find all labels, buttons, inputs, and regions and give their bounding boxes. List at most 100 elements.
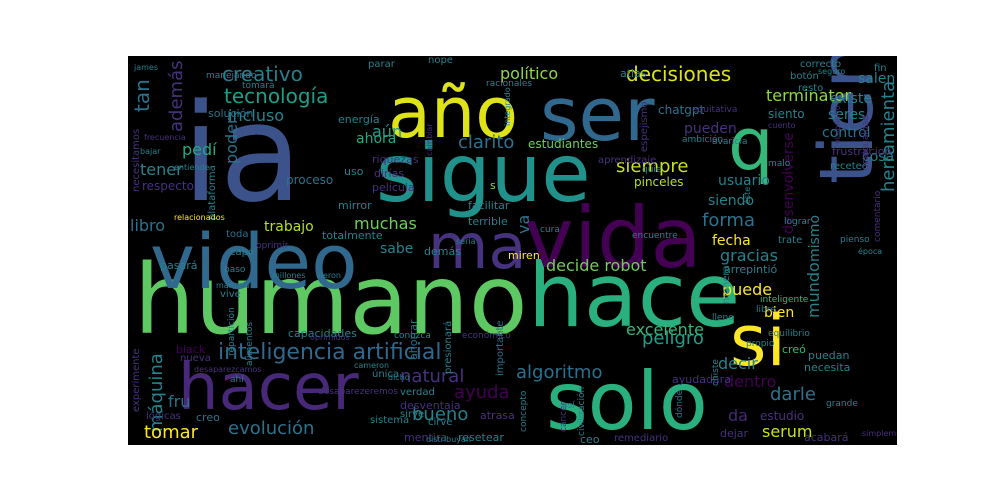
word: libre: [756, 305, 776, 315]
word: repartición: [227, 307, 237, 356]
word: totalmente: [322, 229, 383, 242]
word: q: [728, 102, 774, 186]
word: conozca: [394, 331, 431, 341]
word: paso: [224, 265, 246, 275]
word: chiste: [711, 359, 721, 386]
word: lleno: [712, 313, 734, 323]
word: equilibrio: [768, 329, 810, 339]
word: sabe: [380, 241, 414, 257]
word: dónde: [675, 389, 685, 418]
word: ayudadara: [672, 373, 731, 386]
word: entiende: [174, 163, 210, 172]
word: nope: [428, 56, 453, 66]
word: éste: [743, 186, 752, 204]
word: bueno: [412, 404, 469, 425]
word: tener: [140, 160, 183, 179]
word: atrasa: [480, 409, 515, 422]
word: usuario: [718, 173, 770, 189]
word: decisiones: [626, 62, 732, 86]
word: pasará: [160, 259, 198, 272]
word: miren: [508, 249, 540, 262]
word: decir: [718, 354, 758, 373]
word: presionará: [443, 320, 454, 374]
word: terminator: [766, 86, 852, 105]
word: parar: [368, 59, 395, 70]
word: tomar: [144, 422, 199, 443]
word: demás: [424, 245, 461, 258]
word: forma: [702, 210, 755, 231]
word: pinceles: [634, 175, 684, 189]
word: sigue: [376, 127, 591, 220]
word: plataforma: [207, 165, 218, 220]
word: tomará: [242, 81, 275, 91]
word: comentario: [873, 190, 883, 242]
word: importante: [495, 320, 506, 376]
word: sistema: [370, 415, 410, 426]
word: clarito: [458, 132, 515, 153]
word: vida: [524, 189, 702, 287]
word: vieron: [316, 271, 341, 280]
word: uso: [344, 165, 364, 178]
word: muchas: [354, 214, 417, 233]
word: hace: [528, 244, 741, 347]
word: incluso: [228, 106, 285, 125]
word: puedan: [808, 349, 850, 362]
word: natural: [400, 366, 465, 387]
word: algoritmo: [516, 362, 603, 383]
word: oprimir: [256, 241, 289, 251]
word: manera: [721, 265, 732, 304]
word: seguro: [818, 67, 846, 76]
word: relacionados: [174, 213, 225, 222]
word: creativo: [222, 62, 303, 86]
word: gracias: [720, 246, 778, 265]
word: darle: [770, 384, 816, 405]
word: solo: [546, 355, 708, 445]
word: verdad: [400, 387, 435, 398]
word: simplemente: [862, 429, 897, 438]
word: concepto: [519, 390, 529, 432]
word: energía: [338, 113, 380, 126]
word: visionario: [833, 105, 842, 144]
word: humano: [134, 244, 528, 356]
word: cura: [540, 225, 560, 235]
word: ia: [182, 75, 303, 232]
word: marcará: [216, 281, 250, 290]
word: espejismo: [639, 101, 650, 153]
word: experimente: [131, 348, 142, 412]
word: trabajo: [264, 219, 314, 235]
word: mentira: [404, 431, 448, 444]
word: serum: [762, 422, 813, 441]
word: desaparezcamos: [194, 365, 262, 374]
word: necesita: [804, 361, 851, 374]
word: herramienta: [878, 80, 897, 192]
word: lógicas: [146, 411, 181, 422]
word: proceso: [286, 173, 334, 187]
word: desventaja: [400, 399, 461, 412]
word: alimentos: [245, 321, 255, 366]
word: cambiar: [425, 123, 434, 156]
word: siendo: [708, 193, 755, 209]
word: atlas: [620, 67, 647, 80]
word: seres: [828, 107, 866, 123]
word-cloud-canvas: ia humano sigue hace video solo vida tie…: [128, 56, 897, 445]
word: integrado: [503, 87, 512, 126]
word: oprimidos: [310, 333, 350, 342]
word: video: [150, 217, 358, 306]
word: pedí: [182, 140, 217, 159]
word: remediario: [614, 433, 669, 444]
word: estudiantes: [528, 137, 599, 151]
word: evolución: [228, 418, 315, 439]
word: peligro: [642, 328, 704, 349]
word: botón: [790, 71, 819, 82]
word: sería: [456, 237, 476, 246]
word: siento: [768, 107, 805, 121]
word: dejar: [720, 427, 749, 440]
word: cameron: [354, 361, 390, 370]
word: solución: [208, 107, 254, 120]
word: libro: [130, 216, 166, 235]
word: bajar: [140, 147, 161, 156]
word: trate: [778, 235, 803, 246]
word: única: [372, 369, 400, 380]
word: respecto: [142, 179, 194, 193]
word: frustracion: [832, 145, 892, 158]
